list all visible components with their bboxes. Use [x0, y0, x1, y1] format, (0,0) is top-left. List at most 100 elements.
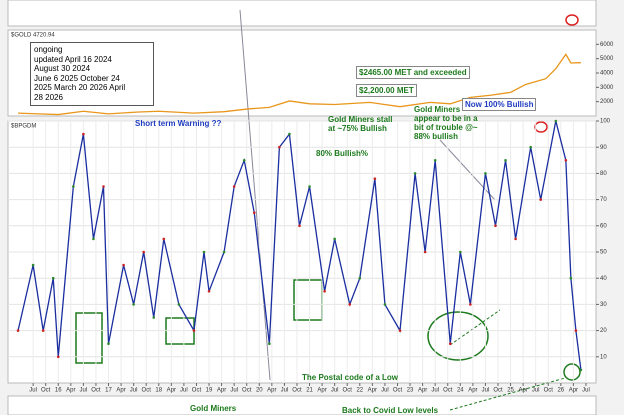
note-line: updated April 16 2024: [34, 54, 112, 64]
highlight-circle: [427, 311, 489, 361]
x-tick-label: 26: [557, 388, 564, 394]
x-tick-label: Apr: [518, 388, 527, 394]
x-tick-label: 18: [155, 388, 162, 394]
arrow: [449, 309, 501, 346]
panel-title: $GOLD 4720.94: [11, 33, 55, 39]
data-point: [423, 250, 427, 254]
x-tick-label: Jul: [331, 388, 339, 394]
x-tick-label: Jul: [180, 388, 188, 394]
data-point: [92, 237, 95, 241]
data-point: [268, 342, 271, 346]
data-point: [202, 250, 206, 254]
x-tick-label: Apr: [116, 388, 125, 394]
x-tick-label: Oct: [192, 388, 202, 394]
data-point: [207, 290, 211, 293]
x-tick-label: Apr: [368, 388, 377, 394]
data-point: [222, 250, 226, 254]
annotation: Gold Miners stall at ~75% Bullish: [328, 115, 393, 133]
x-tick-label: Jul: [130, 388, 138, 394]
data-point: [142, 250, 145, 254]
data-point: [529, 145, 532, 149]
x-tick-label: Oct: [292, 388, 302, 394]
data-point: [448, 342, 452, 346]
x-tick-label: Apr: [66, 388, 75, 394]
y-tick-label: 20: [600, 328, 607, 334]
annotation: Now 100% Bullish: [462, 98, 537, 111]
data-point: [323, 290, 326, 293]
data-point: [31, 263, 35, 267]
y-tick-label: 30: [600, 302, 607, 308]
x-tick-label: 19: [206, 388, 213, 394]
data-point: [56, 355, 60, 359]
data-point: [152, 316, 156, 319]
lower-panel: [7, 395, 597, 415]
annotation: Gold Miners appear to be in a bit of tro…: [414, 105, 478, 141]
x-tick-label: Oct: [443, 388, 453, 394]
x-tick-label: Jul: [230, 388, 238, 394]
x-tick-label: Apr: [167, 388, 176, 394]
note-line: June 6 2025 October 24: [34, 73, 120, 83]
y-tick-label: 50: [600, 250, 607, 256]
highlight-circle: [565, 14, 579, 26]
y-tick-label: 10: [600, 354, 607, 360]
annotation-shapes: [75, 9, 581, 411]
data-point: [41, 329, 45, 332]
x-tick-label: Jul: [582, 388, 590, 394]
y-tick-label: 70: [600, 197, 607, 203]
data-point: [413, 172, 417, 175]
x-tick-label: Jul: [381, 388, 389, 394]
data-line: [18, 53, 581, 116]
x-tick-label: Oct: [41, 388, 51, 394]
x-tick-label: Apr: [468, 388, 477, 394]
x-tick-label: Oct: [142, 388, 152, 394]
data-point: [51, 276, 55, 280]
x-tick-label: 20: [256, 388, 263, 394]
x-tick-label: 23: [407, 388, 414, 394]
data-line: [17, 120, 582, 370]
annotation: The Postal code of a Low: [302, 373, 399, 382]
y-tick-label: 3000: [600, 85, 614, 91]
data-point: [102, 185, 105, 188]
data-point: [82, 132, 85, 136]
y-tick-label: 2000: [600, 99, 614, 105]
y-tick-label: 60: [600, 223, 607, 229]
x-tick-label: Jul: [482, 388, 490, 394]
upper-panel: [7, 0, 597, 27]
x-tick-label: Apr: [317, 388, 326, 394]
data-point: [232, 185, 236, 188]
annotation: $2465.00 MET and exceeded: [356, 66, 470, 79]
data-point: [459, 250, 462, 254]
data-point: [383, 303, 387, 306]
note-line: 2025 March 20 2026 April: [34, 83, 126, 92]
data-point: [333, 237, 336, 241]
note-line: August 30 2024: [34, 64, 91, 73]
notes-box: ongoing updated April 16 2024 August 30 20…: [30, 42, 154, 106]
data-point: [298, 224, 301, 228]
x-tick-label: Oct: [91, 388, 101, 394]
y-tick-label: 4000: [600, 71, 614, 77]
x-tick-label: Oct: [493, 388, 503, 394]
highlight-circle: [534, 121, 548, 133]
x-tick-label: Apr: [267, 388, 276, 394]
data-point: [107, 342, 110, 346]
x-tick-label: 17: [105, 388, 112, 394]
data-point: [494, 224, 497, 228]
annotation: $2,200.00 MET: [356, 84, 417, 97]
data-point: [122, 263, 125, 267]
data-point: [192, 329, 196, 332]
x-tick-label: Apr: [217, 388, 226, 394]
highlight-box: [75, 312, 103, 364]
x-tick-label: Oct: [544, 388, 554, 394]
data-point: [484, 172, 487, 175]
annotation: Gold Miners: [190, 404, 237, 413]
data-point: [132, 303, 135, 306]
panel-title: $BPGDM: [11, 124, 36, 130]
data-point: [373, 177, 377, 180]
x-tick-label: Jul: [29, 388, 37, 394]
annotation: 80% Bullish%: [316, 149, 369, 158]
data-point: [288, 132, 291, 136]
y-tick-label: 6000: [600, 42, 614, 48]
x-tick-label: Oct: [393, 388, 403, 394]
data-point: [469, 303, 472, 306]
